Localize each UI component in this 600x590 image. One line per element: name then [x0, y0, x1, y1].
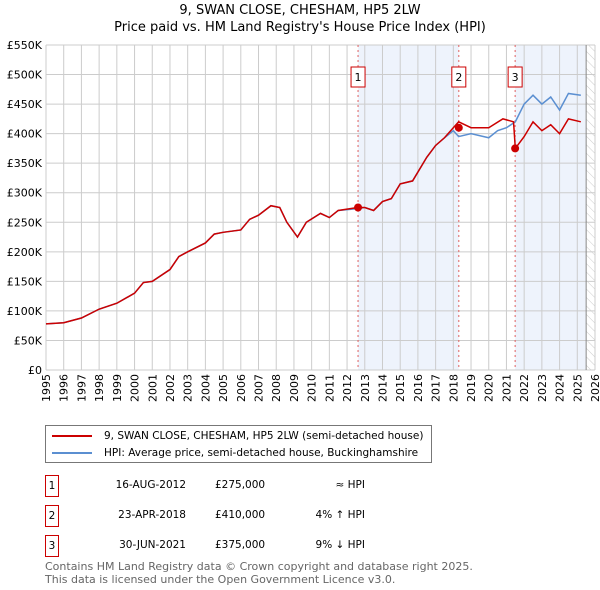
sale-date: 23-APR-2018 — [118, 509, 186, 521]
sale-date: 16-AUG-2012 — [115, 479, 186, 491]
forecast-hatch — [586, 45, 595, 370]
x-tick-label: 1995 — [40, 374, 53, 402]
x-tick-label: 2001 — [146, 374, 159, 402]
sale-label: 1 — [355, 71, 362, 84]
x-tick-label: 2006 — [235, 374, 248, 402]
x-tick-label: 2023 — [536, 374, 549, 402]
sale-label-box — [507, 66, 523, 88]
x-tick-label: 2011 — [323, 374, 336, 402]
property-price-line — [45, 118, 582, 325]
x-tick-label: 2014 — [376, 374, 389, 402]
y-tick-label: £300K — [7, 187, 43, 200]
sale-hpi-diff: ≈ HPI — [335, 479, 365, 491]
x-tick-label: 2016 — [412, 374, 425, 402]
x-tick-label: 2012 — [341, 374, 354, 402]
x-tick-label: 2024 — [554, 374, 567, 402]
x-tick-label: 2020 — [483, 374, 496, 402]
legend-property: 9, SWAN CLOSE, CHESHAM, HP5 2LW (semi-de… — [104, 430, 424, 442]
x-tick-label: 2025 — [571, 374, 584, 402]
x-tick-label: 1996 — [58, 374, 71, 402]
x-tick-label: 2017 — [430, 374, 443, 402]
hpi-line — [45, 92, 581, 325]
x-tick-label: 2021 — [500, 374, 513, 402]
legend: 9, SWAN CLOSE, CHESHAM, HP5 2LW (semi-de… — [45, 425, 432, 463]
x-tick-label: 2022 — [518, 374, 531, 402]
y-tick-label: £450K — [7, 98, 43, 111]
chart-subtitle: Price paid vs. HM Land Registry's House … — [114, 20, 486, 35]
x-tick-label: 2009 — [288, 374, 301, 402]
sale-date: 30-JUN-2021 — [119, 539, 186, 551]
sale-hpi-diff: 4% ↑ HPI — [315, 509, 365, 521]
sale-point — [454, 123, 463, 132]
x-tick-label: 1999 — [111, 374, 124, 402]
sale-label: 3 — [512, 71, 519, 84]
y-tick-label: £100K — [7, 305, 43, 318]
legend-red-line — [52, 435, 92, 437]
sale-label-box — [451, 66, 467, 88]
sale-point — [511, 144, 520, 153]
x-tick-label: 2002 — [164, 374, 177, 402]
sale-row: 2 23-APR-2018 £410,000 4% ↑ HPI — [45, 505, 445, 527]
sale-row: 1 16-AUG-2012 £275,000 ≈ HPI — [45, 475, 445, 497]
sale-label-box — [350, 66, 366, 88]
y-tick-label: £150K — [7, 275, 43, 288]
y-tick-label: £250K — [7, 216, 43, 229]
y-tick-label: £200K — [7, 246, 43, 259]
x-tick-label: 1997 — [75, 374, 88, 402]
x-tick-label: 2013 — [359, 374, 372, 402]
shaded-period — [515, 45, 587, 370]
legend-blue-line — [52, 452, 92, 454]
sale-point — [354, 203, 363, 212]
sale-price: £275,000 — [215, 479, 266, 491]
footer: Contains HM Land Registry data © Crown c… — [45, 560, 473, 586]
y-tick-label: £0 — [28, 364, 42, 377]
legend-hpi: HPI: Average price, semi-detached house,… — [104, 447, 419, 459]
y-tick-label: £500K — [7, 69, 43, 82]
x-tick-label: 2004 — [199, 374, 212, 402]
x-tick-label: 2005 — [217, 374, 230, 402]
y-tick-label: £350K — [7, 157, 43, 170]
x-tick-label: 2010 — [306, 374, 319, 402]
x-tick-label: 2007 — [253, 374, 266, 402]
footer-line1: Contains HM Land Registry data © Crown c… — [45, 560, 473, 573]
price-chart: 1995 1996 1997 1998 1999 2000 2001 2002 2003 2004… — [7, 39, 600, 402]
x-tick-label: 2015 — [394, 374, 407, 402]
x-tick-label: 2008 — [270, 374, 283, 402]
y-tick-label: £50K — [14, 334, 43, 347]
sale-label: 2 — [455, 71, 462, 84]
x-tick-label: 2000 — [129, 374, 142, 402]
x-tick-label: 2019 — [465, 374, 478, 402]
sale-badge: 1 — [45, 475, 59, 497]
sale-badge: 2 — [45, 505, 59, 527]
sale-price: £375,000 — [215, 539, 266, 551]
sale-badge: 3 — [45, 535, 59, 557]
x-tick-label: 2003 — [182, 374, 195, 402]
x-tick-label: 2026 — [589, 374, 600, 402]
x-tick-label: 2018 — [447, 374, 460, 402]
sale-price: £410,000 — [215, 509, 266, 521]
y-tick-label: £550K — [7, 39, 43, 52]
shaded-period — [358, 45, 459, 370]
y-tick-label: £400K — [7, 128, 43, 141]
sale-row: 3 30-JUN-2021 £375,000 9% ↓ HPI — [45, 535, 445, 557]
footer-line2: This data is licensed under the Open Gov… — [45, 573, 396, 586]
x-tick-label: 1998 — [93, 374, 106, 402]
chart-title: 9, SWAN CLOSE, CHESHAM, HP5 2LW — [179, 3, 421, 18]
sale-hpi-diff: 9% ↓ HPI — [315, 539, 365, 551]
